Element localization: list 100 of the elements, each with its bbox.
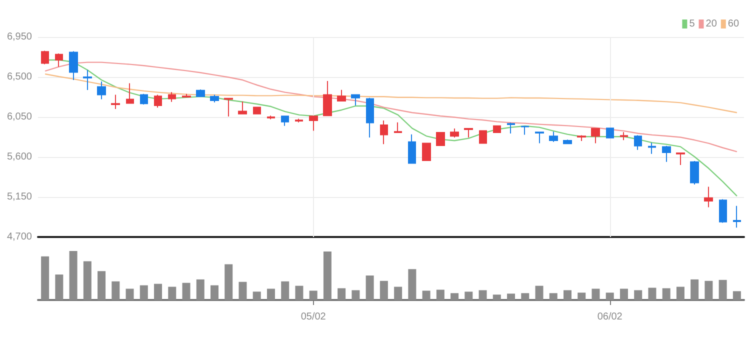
candlestick — [281, 115, 289, 126]
bar — [266, 288, 275, 300]
bar — [394, 286, 402, 300]
bar — [98, 271, 106, 300]
y-tick-label: 6,950 — [6, 32, 32, 42]
bar — [196, 279, 204, 300]
candlestick — [662, 145, 671, 162]
bar — [41, 256, 50, 300]
candlestick — [676, 152, 685, 166]
candlestick — [323, 80, 332, 117]
bar — [154, 284, 162, 300]
bar — [704, 280, 713, 300]
bar — [112, 281, 120, 300]
x-tick-label: 05/02 — [300, 312, 326, 322]
bar — [676, 286, 684, 300]
y-tick-label: 6,050 — [6, 112, 32, 122]
bar — [168, 286, 176, 300]
bar — [69, 251, 78, 300]
candlestick — [69, 50, 78, 81]
candlestick — [563, 139, 572, 145]
candlestick — [634, 134, 642, 150]
candlestick — [507, 122, 515, 134]
bar — [422, 290, 430, 300]
y-tick-label: 5,150 — [6, 192, 32, 202]
bar — [549, 293, 558, 300]
x-tick-label: 06/02 — [597, 312, 623, 322]
bar — [718, 280, 727, 300]
bar — [323, 251, 332, 300]
candlestick — [521, 125, 529, 136]
bar — [464, 292, 473, 300]
y-tick-label: 5,600 — [6, 152, 32, 162]
bar — [662, 288, 670, 300]
candlestick — [620, 132, 628, 141]
candlestick — [719, 198, 727, 224]
candlestick — [154, 94, 162, 108]
candlestick — [126, 82, 134, 104]
bar — [690, 279, 699, 300]
bar — [238, 282, 247, 300]
candlestick — [253, 106, 261, 115]
bar — [507, 294, 516, 300]
candlestick — [733, 205, 741, 228]
candlestick — [648, 142, 656, 154]
legend-label: 20 — [706, 18, 718, 30]
candlestick — [690, 160, 699, 186]
candlestick — [309, 115, 318, 132]
candlestick — [577, 134, 586, 142]
candlestick — [97, 80, 106, 100]
candlestick — [493, 124, 501, 134]
bar — [535, 286, 544, 300]
candlestick — [140, 93, 148, 106]
candlestick — [394, 122, 402, 134]
bar — [521, 293, 530, 300]
bar — [126, 288, 134, 300]
bar — [224, 264, 233, 300]
bar — [592, 288, 600, 300]
candlestick — [549, 131, 558, 142]
candlestick — [408, 134, 416, 164]
legend-label: 5 — [689, 18, 696, 30]
bar — [55, 274, 64, 300]
candlestick — [450, 128, 459, 138]
bar — [620, 288, 628, 300]
candlestick — [196, 88, 205, 98]
bar — [492, 294, 501, 300]
candlestick — [422, 142, 431, 162]
candlestick — [464, 128, 473, 138]
y-tick-label: 6,500 — [6, 72, 32, 82]
bar — [83, 261, 92, 300]
candlestick — [704, 186, 713, 208]
bar — [295, 286, 304, 300]
candlestick — [606, 127, 614, 139]
candlestick — [168, 92, 176, 102]
candlestick — [479, 130, 487, 144]
bar — [450, 293, 459, 300]
candlestick — [210, 94, 219, 103]
candlestick — [535, 131, 544, 144]
bar — [140, 285, 148, 300]
candlestick — [41, 50, 49, 65]
candlestick — [295, 118, 303, 123]
candlestick — [351, 94, 360, 106]
bar — [634, 290, 642, 300]
candlestick — [111, 94, 120, 110]
legend-label: 60 — [728, 18, 740, 30]
bar — [352, 290, 360, 300]
candlestick — [182, 93, 191, 98]
bar — [478, 290, 487, 300]
bar — [210, 285, 218, 300]
candlestick — [238, 100, 247, 115]
bar — [380, 280, 388, 300]
bar — [606, 292, 614, 300]
line-series — [44, 62, 738, 152]
bar — [182, 282, 190, 300]
bar — [408, 269, 416, 300]
bar — [309, 290, 318, 300]
candlestick — [224, 97, 233, 118]
candlestick — [366, 97, 374, 138]
line-series — [44, 73, 738, 114]
bar — [436, 290, 444, 300]
candlestick — [436, 132, 445, 146]
bar — [252, 292, 261, 300]
candlestick — [55, 52, 63, 68]
